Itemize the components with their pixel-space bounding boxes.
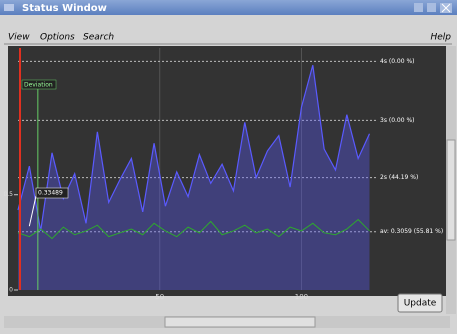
- level-label: av: 0.3059 (55.81 %): [380, 228, 443, 235]
- vertical-scroll-thumb[interactable]: [446, 139, 456, 241]
- horizontal-scroll-thumb[interactable]: [164, 316, 316, 328]
- deviation-box: [21, 79, 57, 90]
- level-label: 3s (0.00 %): [380, 117, 415, 124]
- menu-help[interactable]: Help: [430, 33, 451, 43]
- level-label: 4s (0.00 %): [380, 58, 415, 65]
- cursor-pointer: [28, 195, 37, 227]
- series-line: [17, 64, 371, 232]
- plot-background: [8, 46, 446, 296]
- x-tick-label: 50: [155, 293, 164, 301]
- maximize-button[interactable]: [427, 3, 436, 12]
- menu-item[interactable]: View: [8, 33, 30, 43]
- title-bar: [0, 0, 457, 15]
- y-tick-label: 0: [9, 287, 13, 294]
- window-title: Status Window: [22, 3, 107, 14]
- menu-item[interactable]: Search: [83, 33, 114, 43]
- x-tick-label: 100: [295, 293, 308, 301]
- y-tick-label: 0.5: [3, 191, 13, 198]
- update-button[interactable]: [397, 293, 443, 313]
- cursor-value: 0.33489: [38, 190, 63, 197]
- minimize-button[interactable]: [414, 3, 423, 12]
- level-label: 2s (44.19 %): [380, 174, 418, 181]
- series-line: [17, 218, 370, 240]
- close-icon: [441, 3, 451, 13]
- deviation-label: Deviation: [24, 82, 53, 89]
- cursor-box: [35, 187, 69, 199]
- menu-item[interactable]: Options: [40, 33, 75, 43]
- window-menu-icon[interactable]: [4, 4, 14, 11]
- update-button-label[interactable]: Update: [404, 299, 437, 309]
